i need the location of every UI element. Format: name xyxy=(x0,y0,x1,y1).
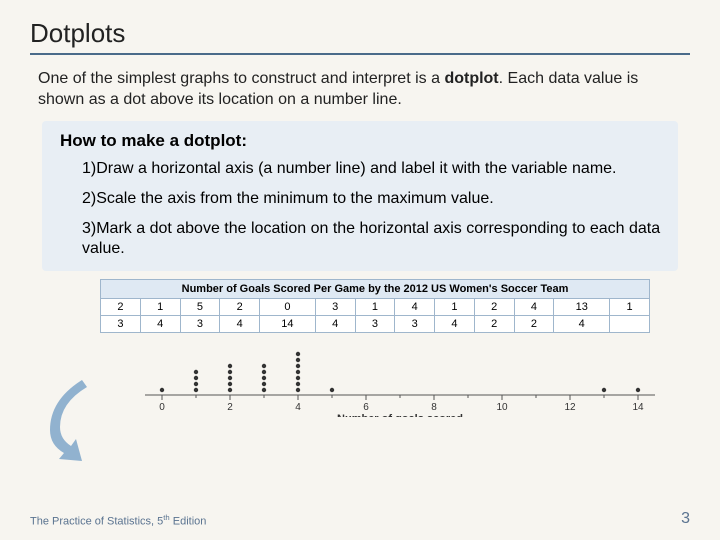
dotplot-chart: 02468101214Number of goals scored xyxy=(130,337,630,422)
table-cell: 1 xyxy=(140,298,180,315)
curved-arrow-icon xyxy=(42,375,102,465)
table-cell: 4 xyxy=(514,298,554,315)
table-cell: 2 xyxy=(101,298,141,315)
table-cell: 3 xyxy=(355,315,395,332)
step-1: 1)Draw a horizontal axis (a number line)… xyxy=(82,159,664,179)
footer-book: The Practice of Statistics, 5th Edition xyxy=(30,513,206,528)
table-cell: 4 xyxy=(554,315,610,332)
table-cell: 0 xyxy=(260,298,316,315)
table-cell: 3 xyxy=(101,315,141,332)
svg-text:10: 10 xyxy=(496,402,508,413)
table-cell: 1 xyxy=(435,298,475,315)
howto-callout: How to make a dotplot: 1)Draw a horizont… xyxy=(42,121,678,271)
table-cell: 2 xyxy=(474,298,514,315)
intro-bold: dotplot xyxy=(444,70,498,87)
table-cell: 4 xyxy=(435,315,475,332)
svg-text:2: 2 xyxy=(227,402,233,413)
table-cell: 4 xyxy=(220,315,260,332)
table-cell: 3 xyxy=(180,315,220,332)
table-row: 3434144334224 xyxy=(101,315,650,332)
step-3: 3)Mark a dot above the location on the h… xyxy=(82,219,664,259)
table-cell: 3 xyxy=(315,298,355,315)
svg-text:Number of goals scored: Number of goals scored xyxy=(337,413,463,417)
table-cell: 5 xyxy=(180,298,220,315)
table-cell: 1 xyxy=(355,298,395,315)
callout-steps: 1)Draw a horizontal axis (a number line)… xyxy=(60,159,664,259)
svg-text:0: 0 xyxy=(159,402,165,413)
table-cell: 2 xyxy=(514,315,554,332)
table-cell: 2 xyxy=(474,315,514,332)
table-cell: 3 xyxy=(395,315,435,332)
footer-post: Edition xyxy=(170,516,207,528)
table-cell: 4 xyxy=(315,315,355,332)
footer-pre: The Practice of Statistics, 5 xyxy=(30,516,163,528)
svg-text:8: 8 xyxy=(431,402,437,413)
table-cell xyxy=(610,315,650,332)
table-cell: 14 xyxy=(260,315,316,332)
table-cell: 13 xyxy=(554,298,610,315)
page-title: Dotplots xyxy=(30,18,690,55)
svg-text:14: 14 xyxy=(632,402,644,413)
data-table-wrap: Number of Goals Scored Per Game by the 2… xyxy=(100,279,650,333)
svg-text:4: 4 xyxy=(295,402,301,413)
page-number: 3 xyxy=(681,510,690,528)
table-row: 21520314124131 xyxy=(101,298,650,315)
table-cell: 4 xyxy=(395,298,435,315)
callout-heading: How to make a dotplot: xyxy=(60,131,664,151)
svg-text:12: 12 xyxy=(564,402,576,413)
svg-text:6: 6 xyxy=(363,402,369,413)
goals-table: Number of Goals Scored Per Game by the 2… xyxy=(100,279,650,333)
table-cell: 4 xyxy=(140,315,180,332)
table-header: Number of Goals Scored Per Game by the 2… xyxy=(101,279,650,298)
intro-pre: One of the simplest graphs to construct … xyxy=(38,70,444,87)
table-cell: 2 xyxy=(220,298,260,315)
step-2: 2)Scale the axis from the minimum to the… xyxy=(82,189,664,209)
intro-text: One of the simplest graphs to construct … xyxy=(30,69,690,111)
table-cell: 1 xyxy=(610,298,650,315)
